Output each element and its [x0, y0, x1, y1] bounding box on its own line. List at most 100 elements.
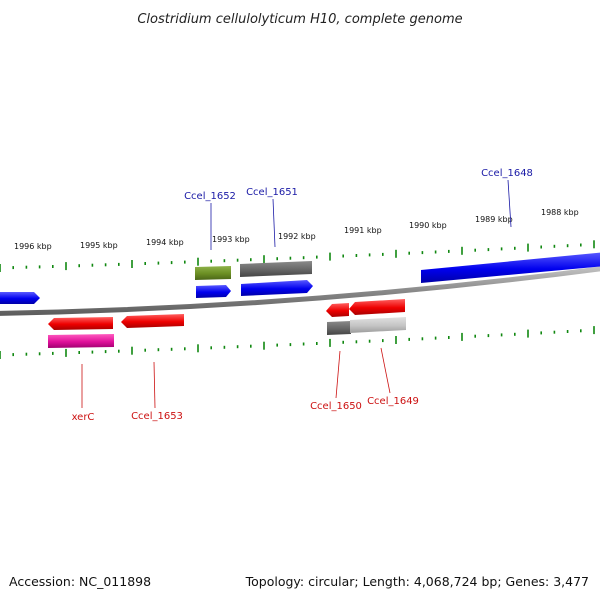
gene-label-ccel-1651[interactable]: Ccel_1651: [246, 187, 298, 198]
inner-scale-minor-tick: [210, 346, 212, 350]
inner-scale-minor-tick: [223, 345, 226, 349]
outer-scale-minor-tick: [421, 251, 424, 255]
inner-scale-minor-tick: [104, 350, 107, 354]
scale-label: 1991 kbp: [344, 226, 382, 235]
outer-scale-minor-tick: [12, 266, 14, 270]
gene-label-ccel-1650[interactable]: Ccel_1650: [310, 401, 362, 412]
inner-scale-minor-tick: [421, 337, 424, 341]
inner-scale-minor-tick: [38, 352, 41, 356]
inner-scale-minor-tick: [368, 339, 371, 343]
outer-scale-minor-tick: [236, 258, 239, 262]
outer-scale-minor-tick: [382, 252, 384, 256]
scale-label: 1996 kbp: [14, 242, 52, 251]
inner-scale-minor-tick: [500, 333, 503, 337]
inner-scale-minor-tick: [487, 334, 490, 338]
inner-scale-minor-tick: [580, 329, 582, 333]
outer-scale-minor-tick: [289, 256, 292, 260]
accession-text: Accession: NC_011898: [9, 574, 151, 589]
inner-scale-minor-tick: [540, 331, 542, 335]
outer-scale-minor-tick: [580, 243, 582, 247]
gene-xerc-rrna[interactable]: [48, 334, 114, 348]
outer-scale-minor-tick: [474, 248, 476, 252]
label-leaders: [81, 179, 512, 409]
outer-scale-major-tick: [0, 264, 1, 272]
inner-scale-minor-tick: [157, 348, 160, 352]
outer-scale-major-tick: [527, 243, 529, 252]
inner-scale-major-tick: [197, 344, 199, 353]
outer-scale-minor-tick: [276, 257, 278, 261]
inner-scale-minor-tick: [434, 336, 437, 340]
scale-label: 1988 kbp: [541, 208, 579, 217]
outer-scale-major-tick: [329, 252, 331, 261]
outer-scale-minor-tick: [184, 260, 186, 264]
scale-label: 1995 kbp: [80, 241, 118, 250]
gene-label-ccel-1648[interactable]: Ccel_1648: [481, 168, 533, 179]
inner-scale-minor-tick: [514, 332, 516, 336]
inner-scale-minor-tick: [184, 347, 186, 351]
scale-label: 1989 kbp: [475, 215, 513, 224]
gene-ccel-1653-cds[interactable]: [121, 314, 184, 328]
gene-label-ccel-1653[interactable]: Ccel_1653: [131, 411, 183, 422]
inner-scale-minor-tick: [118, 349, 120, 353]
inner-scale-minor-tick: [25, 352, 28, 356]
gene-ccel-1651-pseudo[interactable]: [240, 261, 312, 277]
outer-scale-minor-tick: [553, 244, 556, 248]
scale-labels: 1996 kbp 1995 kbp 1994 kbp 1993 kbp 1992…: [14, 208, 579, 251]
gene-ccel-1649-pseudo[interactable]: [350, 317, 406, 333]
inner-scale-ticks: [0, 326, 595, 359]
outer-scale-minor-tick: [448, 249, 450, 253]
inner-scale-major-tick: [527, 329, 529, 338]
gene-xerc-cds[interactable]: [48, 317, 113, 330]
gene-ccel-1649-cds[interactable]: [349, 299, 405, 315]
outer-scale-minor-tick: [25, 265, 28, 269]
inner-scale-minor-tick: [236, 345, 239, 349]
gene-ccel-1652-cds[interactable]: [196, 285, 231, 298]
inner-scale-minor-tick: [144, 348, 146, 352]
genome-backbone: [0, 266, 600, 316]
inner-scale-minor-tick: [52, 351, 54, 355]
gene-ccel-1651-cds[interactable]: [241, 280, 313, 296]
leader-ccel-1651: [272, 198, 276, 248]
inner-scale-major-tick: [65, 348, 67, 357]
inner-scale-major-tick: [395, 336, 397, 344]
gene-ccel-1648-cds[interactable]: [421, 252, 600, 283]
outer-scale-minor-tick: [170, 261, 173, 265]
scale-label: 1992 kbp: [278, 232, 316, 241]
inner-scale-minor-tick: [250, 344, 252, 348]
outer-scale-minor-tick: [52, 265, 54, 268]
outer-scale-minor-tick: [566, 244, 569, 248]
gene-label-xerc[interactable]: xerC: [72, 412, 95, 423]
inner-scale-minor-tick: [553, 330, 556, 334]
leader-ccel-1649: [380, 347, 391, 394]
inner-scale-minor-tick: [78, 351, 80, 354]
inner-scale-minor-tick: [342, 340, 344, 344]
inner-scale-minor-tick: [408, 337, 410, 341]
inner-scale-minor-tick: [170, 347, 173, 351]
outer-scale-minor-tick: [38, 265, 41, 269]
outer-scale-minor-tick: [342, 254, 344, 258]
outer-scale-minor-tick: [408, 251, 410, 255]
inner-scale-major-tick: [263, 341, 265, 350]
gene-label-ccel-1649[interactable]: Ccel_1649: [367, 396, 419, 407]
outer-scale-major-tick: [593, 240, 595, 249]
inner-scale-minor-tick: [382, 339, 384, 343]
outer-scale-minor-tick: [91, 263, 94, 267]
outer-scale-minor-tick: [118, 262, 120, 266]
outer-scale-major-tick: [263, 255, 265, 264]
outer-scale-minor-tick: [316, 255, 318, 259]
outer-scale-major-tick: [461, 246, 463, 255]
outer-scale-ticks: [0, 240, 595, 272]
inner-scale-major-tick: [0, 351, 1, 359]
inner-scale-minor-tick: [474, 334, 476, 338]
gene-ccel-1650-pseudo[interactable]: [327, 321, 351, 335]
gene-forward-left-edge[interactable]: [0, 292, 40, 304]
outer-scale-major-tick: [197, 257, 199, 266]
outer-scale-minor-tick: [144, 262, 146, 265]
scale-label: 1990 kbp: [409, 221, 447, 230]
gene-ccel-1652-trna[interactable]: [195, 266, 231, 280]
gene-ccel-1650-cds[interactable]: [326, 303, 349, 317]
inner-scale-minor-tick: [448, 336, 450, 339]
outer-scale-minor-tick: [104, 263, 107, 267]
gene-label-ccel-1652[interactable]: Ccel_1652: [184, 191, 236, 202]
inner-scale-minor-tick: [302, 342, 305, 346]
